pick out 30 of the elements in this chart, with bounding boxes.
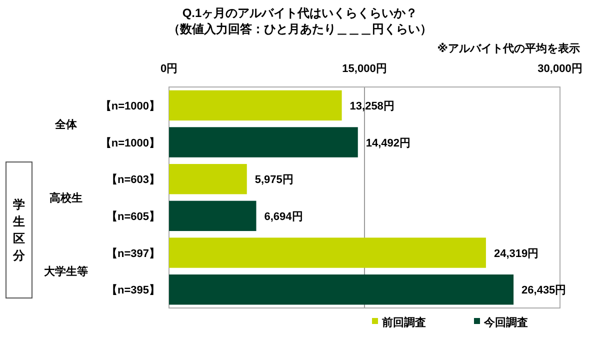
y-tick-label: 【n=603】 [106, 173, 160, 186]
chart-title: Q.1ヶ月のアルバイト代はいくらくらいか？ [182, 6, 418, 20]
y-tick-label: 【n=605】 [106, 210, 160, 223]
x-tick-label: 30,000円 [538, 63, 582, 75]
data-label: 26,435円 [522, 284, 566, 297]
bar [169, 90, 342, 121]
bar [169, 274, 514, 305]
y-tick-label: 【n=1000】 [100, 99, 160, 112]
text: 大学生等 [44, 265, 88, 278]
legend-label: 今回調査 [483, 316, 528, 329]
text: 高校生 [50, 192, 82, 204]
text: ※アルバイト代の平均を表示 [437, 42, 580, 55]
data-label: 24,319円 [494, 248, 539, 260]
bar [169, 200, 256, 232]
text: 全体 [54, 118, 78, 131]
y-tick-label: 【n=397】 [106, 246, 160, 260]
data-label: 5,975円 [254, 174, 294, 186]
bar [169, 238, 486, 268]
data-label: 6,694円 [264, 210, 303, 223]
bar [169, 164, 247, 194]
y-tick-label: 【n=395】 [106, 284, 160, 297]
x-tick-label: 15,000円 [342, 63, 387, 75]
bar [169, 127, 358, 158]
data-label: 13,258円 [350, 100, 394, 112]
x-tick-label: 0円 [160, 63, 178, 75]
text: 学生区分 [12, 198, 26, 262]
chart-subtitle: （数値入力回答：ひと月あたり＿＿＿円くらい） [168, 22, 432, 36]
y-tick-label: 【n=1000】 [100, 136, 160, 150]
legend-label: 前回調査 [381, 316, 426, 329]
data-label: 14,492円 [366, 137, 411, 150]
